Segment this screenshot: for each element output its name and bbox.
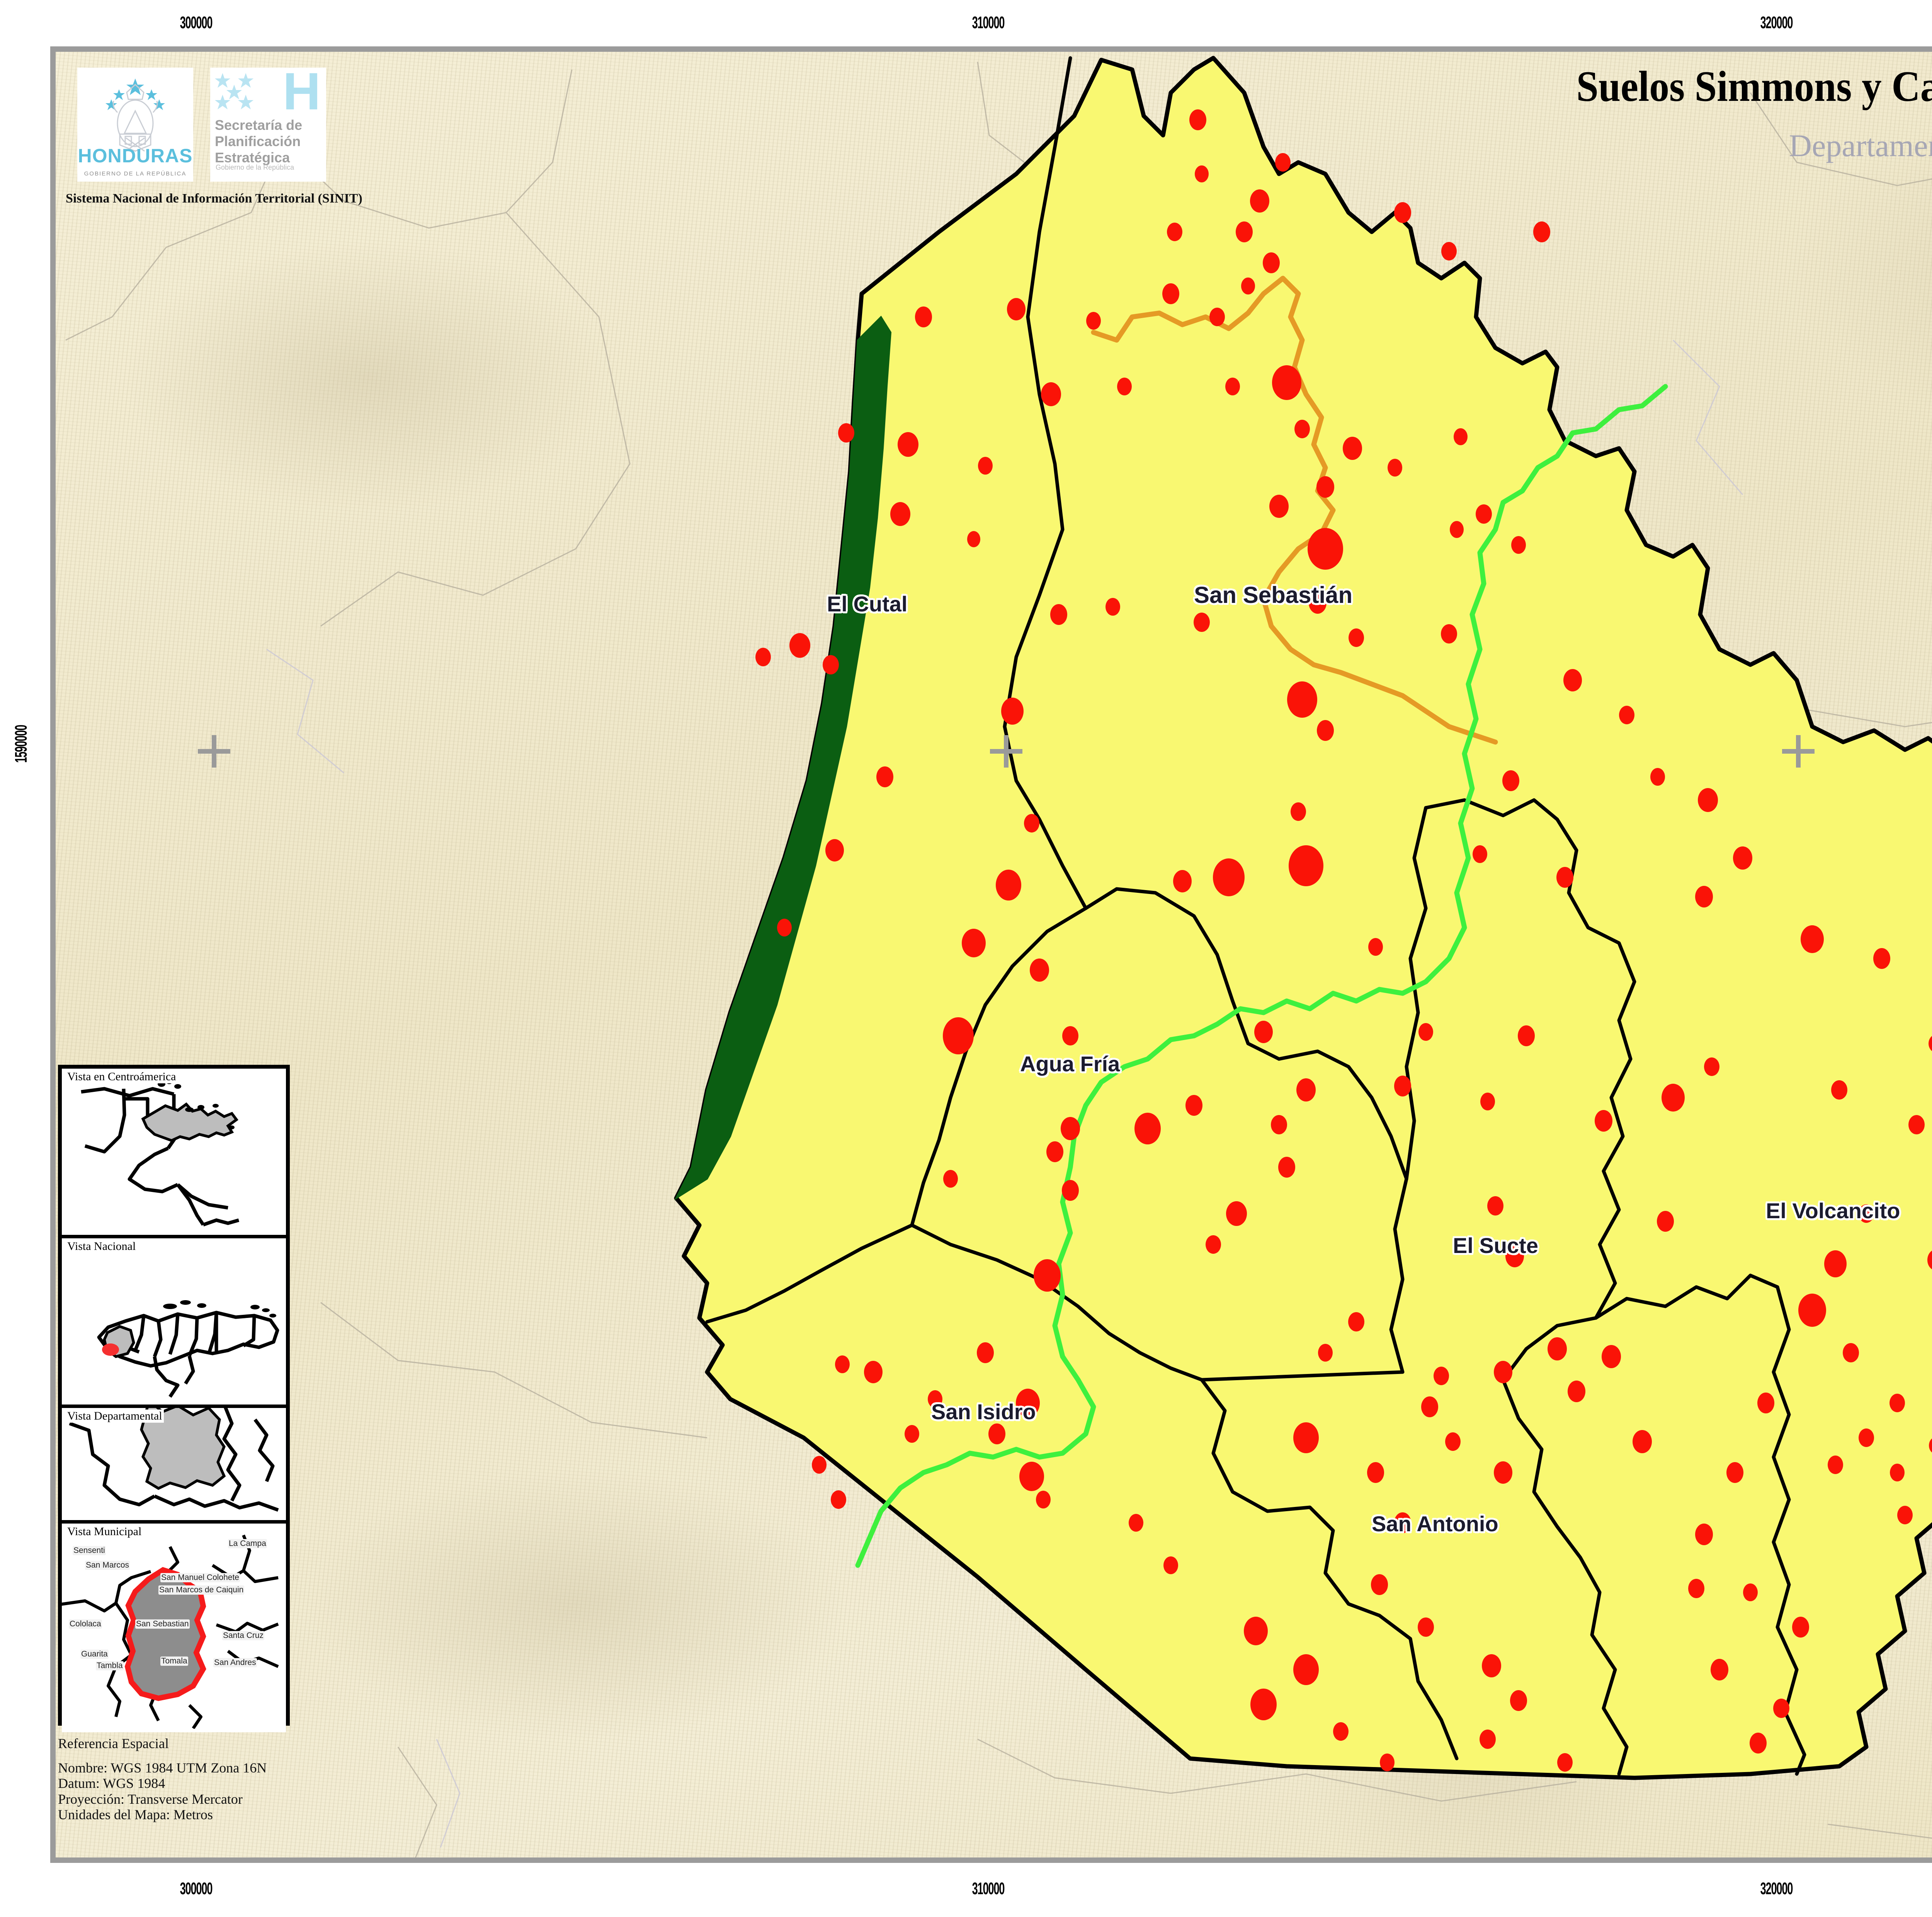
- inset-title-centroamerica: Vista en Centroámerica: [66, 1070, 178, 1083]
- inset-municipal-label-tambla: Tambla: [96, 1661, 124, 1670]
- place-label-agua-fria: Agua Fría: [1020, 1052, 1120, 1076]
- grid-label-bottom-300000: 300000: [180, 1879, 213, 1898]
- inset-municipal-label-guarita: Guarita: [80, 1650, 109, 1659]
- honduras-coat-of-arms-icon: [105, 78, 165, 152]
- grid-label-left-1590000: 1590000: [12, 725, 31, 763]
- inset-municipal-label-cololaca: Cololaca: [69, 1619, 102, 1629]
- inset-centroamerica-graphic: [81, 1079, 240, 1227]
- inset-departamental-graphic: [69, 1408, 279, 1512]
- secretaria-planificacion-logo: H Secretaría de Planificación Estratégic…: [210, 62, 326, 182]
- san-sebastian-highlight-shape[interactable]: [124, 1567, 206, 1701]
- inset-municipal-label-tomala: Tomala: [160, 1657, 188, 1666]
- spatial-reference-projection: Proyección: Transverse Mercator: [58, 1791, 243, 1807]
- road-vecinal-material-selecto[interactable]: [855, 384, 1668, 1568]
- grid-label-bottom-320000: 320000: [1760, 1879, 1793, 1898]
- secretaria-h-mark: H: [282, 62, 321, 121]
- inset-title-departamental: Vista Departamental: [66, 1410, 164, 1423]
- grid-label-top-310000: 310000: [972, 13, 1005, 32]
- spatial-reference-datum: Datum: WGS 1984: [58, 1776, 165, 1791]
- inset-nacional-graphic: [97, 1300, 279, 1398]
- spatial-reference-block: Referencia Espacial Nombre: WGS 1984 UTM…: [58, 1735, 328, 1822]
- soil-polygon-tomala[interactable]: [674, 56, 1932, 1780]
- place-label-el-volcancito: El Volcancito: [1766, 1199, 1900, 1223]
- honduras-logo-text: HONDURAS: [78, 145, 193, 167]
- inset-municipal-label-san-marcos-de-caiquin: San Marcos de Caiquin: [158, 1585, 245, 1595]
- municipality-marker: [102, 1343, 119, 1356]
- inset-nacional[interactable]: Vista Nacional: [62, 1238, 286, 1408]
- settlement-points[interactable]: [755, 109, 1932, 1772]
- page-subtitle: Departamento de Lempira: [1789, 128, 1932, 163]
- secretaria-line-3: Estratégica: [215, 150, 290, 165]
- inset-municipal-label-san-sebastian: San Sebastian: [135, 1619, 190, 1629]
- secretaria-line-2: Planificación: [215, 133, 301, 149]
- place-label-san-sebastian: San Sebastián: [1194, 582, 1353, 608]
- inset-centroamerica[interactable]: Vista en Centroámerica: [62, 1069, 286, 1238]
- secretaria-subtext: Gobierno de la República: [216, 163, 294, 171]
- grid-cross-tick: [1782, 735, 1815, 768]
- inset-municipal-label-la-campa: La Campa: [228, 1539, 267, 1548]
- page-title: Suelos Simmons y Castellanos San Sebasti…: [1576, 63, 1932, 111]
- inset-title-nacional: Vista Nacional: [66, 1240, 138, 1253]
- inset-municipal-label-sensenti: Sensenti: [73, 1546, 106, 1555]
- inset-municipal[interactable]: Vista Municipal Sensenti La Campa San Ma…: [62, 1524, 286, 1732]
- inset-title-municipal: Vista Municipal: [66, 1525, 143, 1538]
- inset-municipal-label-santa-cruz: Santa Cruz: [222, 1631, 265, 1640]
- inset-municipal-label-san-marcos: San Marcos: [85, 1561, 130, 1570]
- place-label-el-sucte: El Sucte: [1453, 1233, 1538, 1258]
- place-label-san-antonio: San Antonio: [1372, 1512, 1498, 1536]
- stars-icon: [215, 73, 253, 109]
- spatial-reference-name: Nombre: WGS 1984 UTM Zona 16N: [58, 1760, 267, 1776]
- inset-departamental[interactable]: Vista Departamental: [62, 1408, 286, 1524]
- grid-cross-tick: [198, 735, 230, 768]
- soil-polygon-milile[interactable]: [674, 315, 892, 1200]
- place-label-san-isidro: San Isidro: [931, 1399, 1036, 1424]
- inset-municipal-label-san-manuel-colohete: San Manuel Colohete: [160, 1573, 240, 1582]
- inset-map-panel[interactable]: Vista en Centroámerica: [58, 1065, 290, 1732]
- spatial-reference-heading: Referencia Espacial: [58, 1736, 169, 1751]
- grid-label-top-320000: 320000: [1760, 13, 1793, 32]
- inset-municipal-label-san-andres: San Andres: [213, 1658, 257, 1667]
- place-label-el-cutal: El Cutal: [827, 592, 908, 616]
- grid-label-bottom-310000: 310000: [972, 1879, 1005, 1898]
- grid-label-top-300000: 300000: [180, 13, 213, 32]
- inset-municipal-graphic: [62, 1534, 279, 1730]
- spatial-reference-units: Unidades del Mapa: Metros: [58, 1806, 213, 1822]
- municipality-layer[interactable]: [50, 46, 1932, 1863]
- honduras-government-logo: HONDURAS GOBIERNO DE LA REPÚBLICA: [77, 68, 193, 182]
- honduras-logo-subtext: GOBIERNO DE LA REPÚBLICA: [84, 170, 187, 177]
- secretaria-line-1: Secretaría de: [215, 117, 303, 133]
- lempira-department-shape: [140, 1408, 226, 1490]
- logo-block: HONDURAS GOBIERNO DE LA REPÚBLICA H Secr…: [77, 62, 326, 182]
- sinit-caption: Sistema Nacional de Información Territor…: [66, 191, 362, 206]
- grid-cross-tick: [990, 735, 1022, 768]
